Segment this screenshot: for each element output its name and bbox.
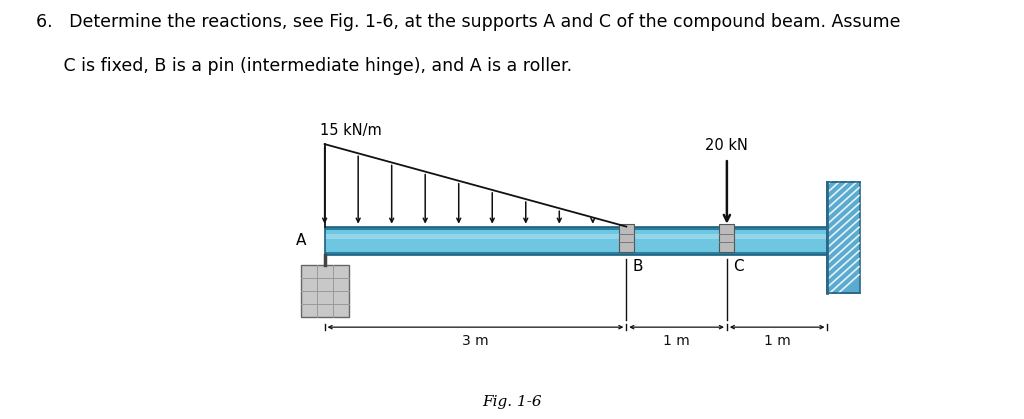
Bar [325, 234, 827, 239]
Bar [325, 227, 827, 255]
Bar [618, 224, 634, 252]
Bar [325, 252, 827, 255]
Text: 15 kN/m: 15 kN/m [319, 123, 381, 138]
Bar [325, 227, 827, 255]
Text: 1 m: 1 m [764, 334, 791, 348]
Bar [719, 224, 734, 252]
Text: 6.   Determine the reactions, see Fig. 1-6, at the supports A and C of the compo: 6. Determine the reactions, see Fig. 1-6… [36, 13, 900, 31]
Text: 1 m: 1 m [664, 334, 690, 348]
Text: A: A [296, 233, 306, 248]
Text: C is fixed, B is a pin (intermediate hinge), and A is a roller.: C is fixed, B is a pin (intermediate hin… [36, 57, 572, 75]
Bar [300, 265, 349, 317]
Text: C: C [733, 259, 743, 274]
Text: Fig. 1-6: Fig. 1-6 [482, 395, 542, 409]
Bar [827, 182, 859, 293]
Bar [325, 227, 827, 230]
Text: B: B [633, 259, 643, 274]
Text: 3 m: 3 m [462, 334, 488, 348]
Text: 20 kN: 20 kN [706, 138, 749, 153]
